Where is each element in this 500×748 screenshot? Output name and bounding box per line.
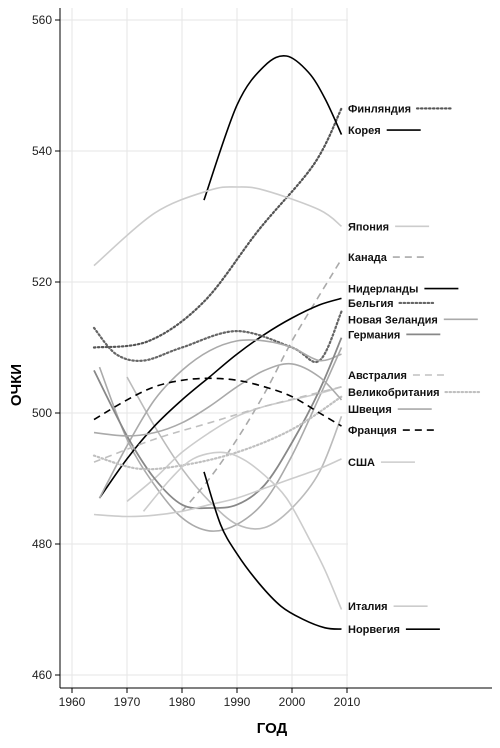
legend-label-9: Австралия bbox=[348, 370, 407, 382]
y-axis-title: ОЧКИ bbox=[8, 364, 25, 406]
series-line-7 bbox=[98, 339, 342, 499]
series-line-8 bbox=[93, 337, 343, 510]
series-line-3 bbox=[93, 186, 342, 267]
x-tick-label: 1970 bbox=[114, 695, 141, 709]
legend-label-5: Нидерланды bbox=[348, 284, 418, 296]
series-line-2 bbox=[203, 54, 343, 201]
series-line-12 bbox=[93, 377, 342, 427]
legend: Финляндия Корея Япония Канада Нидерланды Бель… bbox=[348, 103, 481, 636]
x-tick-label: 1980 bbox=[169, 695, 196, 709]
series-line-14 bbox=[142, 451, 343, 610]
legend-label-10: Великобритания bbox=[348, 387, 440, 399]
legend-label-7: Новая Зеландия bbox=[348, 314, 438, 326]
x-tick-label: 2010 bbox=[334, 695, 361, 709]
y-tick-label: 460 bbox=[32, 668, 52, 682]
legend-label-8: Германия bbox=[348, 329, 400, 341]
legend-label-3: Япония bbox=[348, 221, 389, 233]
series-line-10 bbox=[92, 395, 343, 471]
extra-curve-2 bbox=[126, 376, 343, 530]
extra-curve-1 bbox=[98, 347, 343, 532]
legend-label-4: Канада bbox=[348, 252, 388, 264]
x-tick-label: 1990 bbox=[224, 695, 251, 709]
y-tick-label: 520 bbox=[32, 275, 52, 289]
legend-label-1: Финляндия bbox=[348, 103, 411, 115]
legend-label-14: Италия bbox=[348, 601, 388, 613]
y-tick-label: 480 bbox=[32, 537, 52, 551]
series-line-1 bbox=[92, 107, 343, 349]
y-tick-label: 540 bbox=[32, 144, 52, 158]
x-axis-title: ГОД bbox=[257, 720, 288, 737]
series-line-15 bbox=[203, 471, 342, 630]
legend-label-11: Швеция bbox=[348, 404, 392, 416]
series-line-4 bbox=[181, 258, 343, 512]
extra-curve-3 bbox=[126, 386, 342, 503]
x-tick-label: 1960 bbox=[59, 695, 86, 709]
legend-label-15: Норвегия bbox=[348, 624, 400, 636]
series-line-13 bbox=[93, 458, 342, 518]
axes: 460 480 500 520 540 560 1960 1970 1980 1990 2000 20… bbox=[32, 8, 492, 709]
series-line-11 bbox=[93, 362, 343, 437]
series-line-6 bbox=[92, 310, 343, 364]
legend-label-13: США bbox=[348, 457, 375, 469]
series-curves bbox=[92, 54, 343, 630]
legend-label-6: Бельгия bbox=[348, 298, 394, 310]
y-tick-label: 560 bbox=[32, 13, 52, 27]
legend-label-12: Франция bbox=[348, 425, 397, 437]
y-tick-label: 500 bbox=[32, 406, 52, 420]
legend-label-2: Корея bbox=[348, 125, 381, 137]
x-tick-label: 2000 bbox=[279, 695, 306, 709]
series-line-5 bbox=[98, 297, 342, 499]
series-line-9 bbox=[93, 386, 342, 463]
